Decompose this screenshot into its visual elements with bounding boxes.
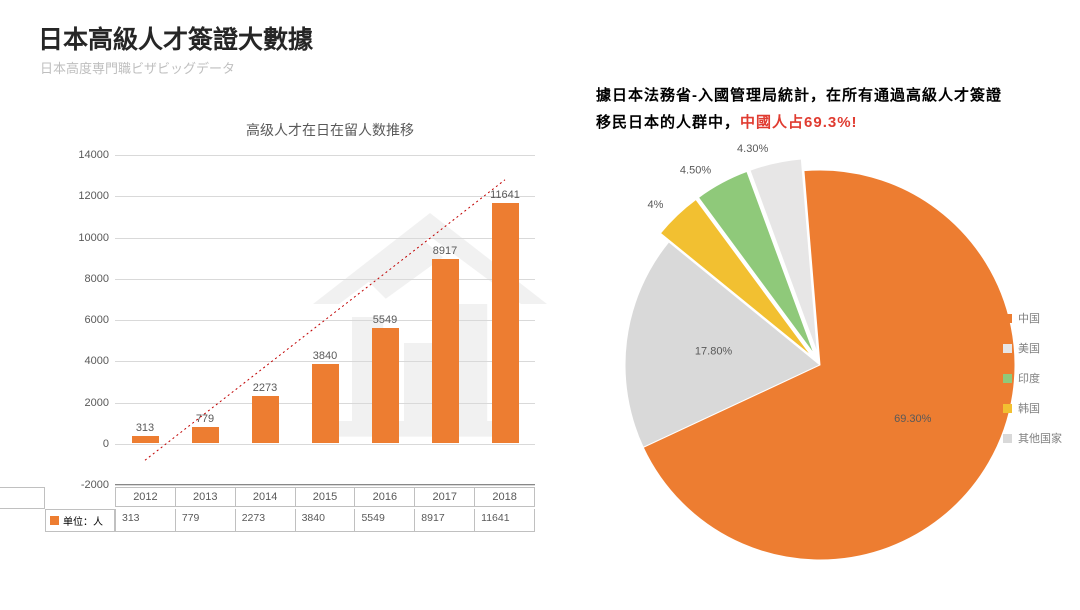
x-category: 2014 [235, 487, 295, 507]
y-tick: 12000 [78, 190, 115, 202]
pie-slice-label: 4% [648, 199, 664, 211]
pie-slice-label: 17.80% [695, 346, 733, 358]
pie-legend-item: 美国 [1003, 340, 1062, 356]
bar [132, 436, 159, 442]
table-row-label-text: 单位：人 [63, 513, 103, 528]
bar [492, 203, 519, 443]
y-tick: 10000 [78, 232, 115, 244]
pie-legend-item: 印度 [1003, 370, 1062, 386]
pie-legend-label: 中国 [1018, 310, 1040, 326]
bar [252, 396, 279, 443]
table-cell: 11641 [474, 509, 535, 532]
y-tick: 8000 [85, 273, 115, 285]
bar-group: 313 [115, 154, 175, 484]
pie-legend: 中国美国印度韩国其他国家 [1003, 310, 1062, 460]
bar-chart-plot: -200002000400060008000100001200014000313… [115, 155, 535, 485]
bar [432, 259, 459, 443]
pie-legend-label: 美国 [1018, 340, 1040, 356]
legend-square-icon [1003, 314, 1012, 323]
table-cell: 2273 [235, 509, 295, 532]
legend-square-icon [1003, 344, 1012, 353]
x-axis-categories: 2012201320142015201620172018 [115, 487, 535, 507]
bar-group: 5549 [355, 154, 415, 484]
x-category: 2012 [115, 487, 175, 507]
x-category: 2017 [414, 487, 474, 507]
bar-group: 11641 [475, 154, 535, 484]
legend-square-icon [1003, 374, 1012, 383]
bar-chart-title: 高级人才在日在留人数推移 [120, 120, 540, 140]
table-cell: 779 [175, 509, 235, 532]
pie-chart: 17.80% 4% 4.50% 4.30% 69.30% [575, 120, 1065, 610]
pie-slice-label: 4.50% [680, 164, 711, 176]
table-cell: 3840 [295, 509, 355, 532]
pie-legend-label: 印度 [1018, 370, 1040, 386]
x-category: 2015 [295, 487, 355, 507]
bar [312, 364, 339, 443]
table-header-spacer [0, 487, 45, 509]
y-tick: 2000 [85, 397, 115, 409]
gridline [115, 485, 535, 486]
bar [192, 427, 219, 443]
bar-value-label: 779 [175, 413, 235, 425]
bar-value-label: 3840 [295, 350, 355, 362]
pie-legend-item: 韩国 [1003, 400, 1062, 416]
pie-legend-item: 中国 [1003, 310, 1062, 326]
pie-slice-label: 4.30% [737, 143, 768, 155]
page-title: 日本高級人才簽證大數據 [38, 20, 313, 56]
page-subtitle: 日本高度専門職ビザビッグデータ [40, 58, 235, 77]
table-cell: 313 [115, 509, 175, 532]
bar-group: 3840 [295, 154, 355, 484]
y-tick: -2000 [81, 479, 115, 491]
table-row-label: 单位：人 [45, 509, 115, 532]
pie-legend-item: 其他国家 [1003, 430, 1062, 446]
table-cell: 8917 [414, 509, 474, 532]
pie-slice-label: 69.30% [894, 413, 932, 425]
bar-group: 8917 [415, 154, 475, 484]
bar-value-label: 8917 [415, 245, 475, 257]
x-category: 2013 [175, 487, 235, 507]
y-tick: 14000 [78, 149, 115, 161]
y-tick: 0 [103, 438, 115, 450]
x-category: 2016 [354, 487, 414, 507]
y-tick: 4000 [85, 355, 115, 367]
y-tick: 6000 [85, 314, 115, 326]
data-table-row: 单位：人313779227338405549891711641 [115, 509, 535, 532]
bar [372, 328, 399, 442]
pie-legend-label: 韩国 [1018, 400, 1040, 416]
x-category: 2018 [474, 487, 535, 507]
bar-value-label: 5549 [355, 314, 415, 326]
bar-value-label: 11641 [475, 189, 535, 201]
bar-value-label: 313 [115, 422, 175, 434]
bar-value-label: 2273 [235, 382, 295, 394]
bar-group: 2273 [235, 154, 295, 484]
legend-square-icon [1003, 404, 1012, 413]
pie-legend-label: 其他国家 [1018, 430, 1062, 446]
table-cell: 5549 [354, 509, 414, 532]
bar-group: 779 [175, 154, 235, 484]
legend-square-icon [50, 516, 59, 525]
legend-square-icon [1003, 434, 1012, 443]
